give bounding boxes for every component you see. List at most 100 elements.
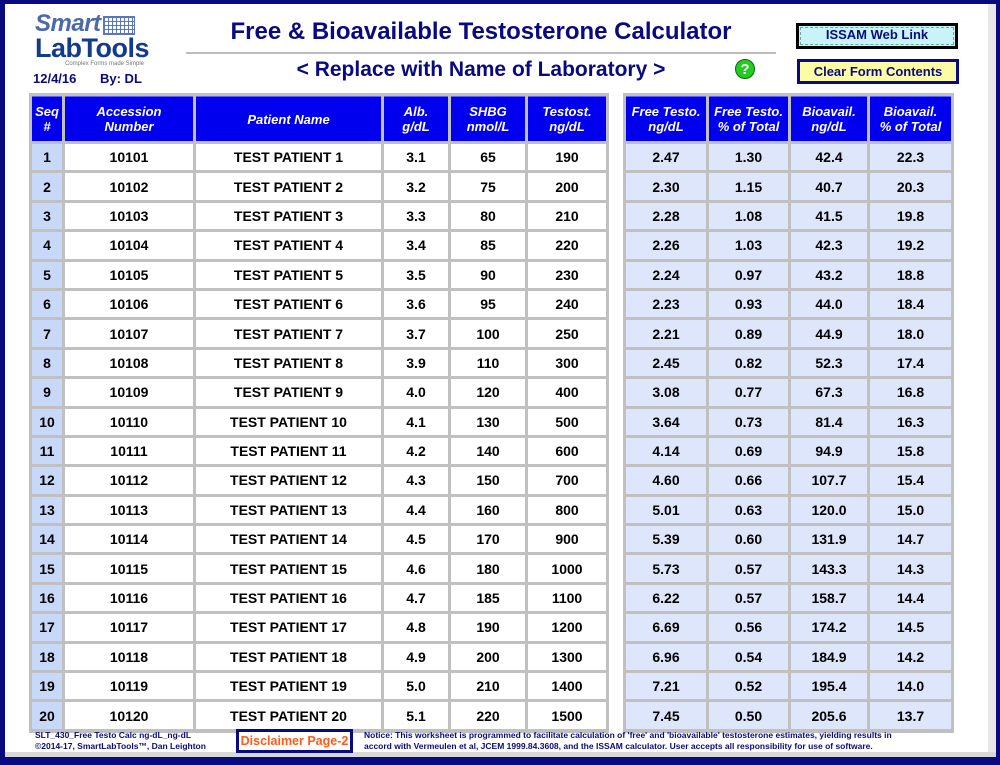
albumin-cell[interactable]: 3.2: [384, 173, 448, 200]
accession-cell[interactable]: 10118: [65, 643, 193, 671]
shbg-cell[interactable]: 65: [451, 144, 525, 171]
disclaimer-button[interactable]: Disclaimer Page-2: [236, 729, 353, 753]
shbg-cell[interactable]: 85: [451, 232, 525, 259]
accession-cell[interactable]: 10116: [65, 584, 193, 612]
patient-name-cell[interactable]: TEST PATIENT 19: [196, 673, 381, 700]
patient-name-cell[interactable]: TEST PATIENT 7: [196, 320, 381, 347]
testosterone-cell[interactable]: 600: [528, 437, 606, 465]
albumin-cell[interactable]: 4.3: [384, 467, 448, 494]
albumin-cell[interactable]: 5.1: [384, 702, 448, 729]
patient-name-cell[interactable]: TEST PATIENT 5: [196, 261, 381, 288]
albumin-cell[interactable]: 5.0: [384, 673, 448, 700]
shbg-cell[interactable]: 130: [451, 408, 525, 435]
testosterone-cell[interactable]: 1500: [528, 702, 606, 729]
shbg-cell[interactable]: 160: [451, 496, 525, 524]
patient-name-cell[interactable]: TEST PATIENT 9: [196, 379, 381, 406]
testosterone-cell[interactable]: 230: [528, 261, 606, 288]
patient-name-cell[interactable]: TEST PATIENT 6: [196, 290, 381, 318]
accession-cell[interactable]: 10106: [65, 290, 193, 318]
shbg-cell[interactable]: 100: [451, 320, 525, 347]
testosterone-cell[interactable]: 500: [528, 408, 606, 435]
albumin-cell[interactable]: 3.9: [384, 349, 448, 377]
patient-name-cell[interactable]: TEST PATIENT 14: [196, 526, 381, 553]
shbg-cell[interactable]: 210: [451, 673, 525, 700]
patient-name-cell[interactable]: TEST PATIENT 8: [196, 349, 381, 377]
accession-cell[interactable]: 10114: [65, 526, 193, 553]
accession-cell[interactable]: 10112: [65, 467, 193, 494]
testosterone-cell[interactable]: 210: [528, 202, 606, 230]
shbg-cell[interactable]: 200: [451, 643, 525, 671]
patient-name-cell[interactable]: TEST PATIENT 12: [196, 467, 381, 494]
testosterone-cell[interactable]: 1200: [528, 614, 606, 641]
accession-cell[interactable]: 10120: [65, 702, 193, 729]
accession-cell[interactable]: 10115: [65, 555, 193, 582]
albumin-cell[interactable]: 4.4: [384, 496, 448, 524]
testosterone-cell[interactable]: 300: [528, 349, 606, 377]
accession-cell[interactable]: 10109: [65, 379, 193, 406]
clear-form-button[interactable]: Clear Form Contents: [797, 59, 959, 84]
shbg-cell[interactable]: 90: [451, 261, 525, 288]
help-question-icon[interactable]: ?: [735, 59, 755, 79]
albumin-cell[interactable]: 3.7: [384, 320, 448, 347]
laboratory-name[interactable]: < Replace with Name of Laboratory >: [296, 58, 666, 81]
patient-name-cell[interactable]: TEST PATIENT 2: [196, 173, 381, 200]
patient-name-cell[interactable]: TEST PATIENT 20: [196, 702, 381, 729]
accession-cell[interactable]: 10104: [65, 232, 193, 259]
accession-cell[interactable]: 10113: [65, 496, 193, 524]
accession-cell[interactable]: 10110: [65, 408, 193, 435]
shbg-cell[interactable]: 80: [451, 202, 525, 230]
accession-cell[interactable]: 10102: [65, 173, 193, 200]
patient-name-cell[interactable]: TEST PATIENT 4: [196, 232, 381, 259]
patient-name-cell[interactable]: TEST PATIENT 10: [196, 408, 381, 435]
testosterone-cell[interactable]: 250: [528, 320, 606, 347]
testosterone-cell[interactable]: 700: [528, 467, 606, 494]
accession-cell[interactable]: 10107: [65, 320, 193, 347]
patient-name-cell[interactable]: TEST PATIENT 15: [196, 555, 381, 582]
albumin-cell[interactable]: 4.0: [384, 379, 448, 406]
shbg-cell[interactable]: 110: [451, 349, 525, 377]
accession-cell[interactable]: 10101: [65, 144, 193, 171]
testosterone-cell[interactable]: 1100: [528, 584, 606, 612]
albumin-cell[interactable]: 3.3: [384, 202, 448, 230]
patient-name-cell[interactable]: TEST PATIENT 13: [196, 496, 381, 524]
patient-name-cell[interactable]: TEST PATIENT 18: [196, 643, 381, 671]
shbg-cell[interactable]: 75: [451, 173, 525, 200]
issam-web-link-button[interactable]: ISSAM Web Link: [796, 23, 958, 49]
testosterone-cell[interactable]: 900: [528, 526, 606, 553]
patient-name-cell[interactable]: TEST PATIENT 16: [196, 584, 381, 612]
testosterone-cell[interactable]: 190: [528, 144, 606, 171]
albumin-cell[interactable]: 4.1: [384, 408, 448, 435]
albumin-cell[interactable]: 4.5: [384, 526, 448, 553]
accession-cell[interactable]: 10108: [65, 349, 193, 377]
shbg-cell[interactable]: 170: [451, 526, 525, 553]
accession-cell[interactable]: 10117: [65, 614, 193, 641]
testosterone-cell[interactable]: 1300: [528, 643, 606, 671]
shbg-cell[interactable]: 120: [451, 379, 525, 406]
shbg-cell[interactable]: 150: [451, 467, 525, 494]
shbg-cell[interactable]: 180: [451, 555, 525, 582]
testosterone-cell[interactable]: 800: [528, 496, 606, 524]
accession-cell[interactable]: 10119: [65, 673, 193, 700]
testosterone-cell[interactable]: 400: [528, 379, 606, 406]
patient-name-cell[interactable]: TEST PATIENT 17: [196, 614, 381, 641]
albumin-cell[interactable]: 4.6: [384, 555, 448, 582]
albumin-cell[interactable]: 4.7: [384, 584, 448, 612]
testosterone-cell[interactable]: 200: [528, 173, 606, 200]
accession-cell[interactable]: 10105: [65, 261, 193, 288]
shbg-cell[interactable]: 220: [451, 702, 525, 729]
patient-name-cell[interactable]: TEST PATIENT 3: [196, 202, 381, 230]
shbg-cell[interactable]: 190: [451, 614, 525, 641]
albumin-cell[interactable]: 4.8: [384, 614, 448, 641]
albumin-cell[interactable]: 3.4: [384, 232, 448, 259]
albumin-cell[interactable]: 3.5: [384, 261, 448, 288]
albumin-cell[interactable]: 3.6: [384, 290, 448, 318]
albumin-cell[interactable]: 4.9: [384, 643, 448, 671]
shbg-cell[interactable]: 140: [451, 437, 525, 465]
shbg-cell[interactable]: 95: [451, 290, 525, 318]
accession-cell[interactable]: 10111: [65, 437, 193, 465]
albumin-cell[interactable]: 3.1: [384, 144, 448, 171]
accession-cell[interactable]: 10103: [65, 202, 193, 230]
testosterone-cell[interactable]: 220: [528, 232, 606, 259]
patient-name-cell[interactable]: TEST PATIENT 11: [196, 437, 381, 465]
albumin-cell[interactable]: 4.2: [384, 437, 448, 465]
